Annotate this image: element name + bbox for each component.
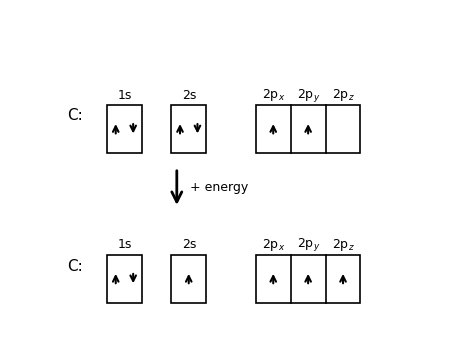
Bar (171, 255, 206, 303)
Bar (256, 255, 360, 303)
Bar (256, 105, 360, 153)
Bar (107, 255, 142, 303)
Text: + energy: + energy (190, 181, 248, 193)
Bar (107, 105, 142, 153)
Text: 2p$_x$: 2p$_x$ (262, 237, 285, 253)
Text: 2s: 2s (182, 238, 196, 251)
Text: 2s: 2s (182, 89, 196, 102)
Text: C:: C: (67, 260, 83, 275)
Text: 2p$_x$: 2p$_x$ (262, 87, 285, 103)
Text: 2p$_y$: 2p$_y$ (297, 86, 320, 104)
Text: C:: C: (67, 108, 83, 123)
Text: 2p$_z$: 2p$_z$ (332, 87, 355, 103)
Text: 1s: 1s (118, 238, 132, 251)
Text: 2p$_y$: 2p$_y$ (297, 236, 320, 253)
Text: 2p$_z$: 2p$_z$ (332, 237, 355, 253)
Bar (171, 105, 206, 153)
Text: 1s: 1s (118, 89, 132, 102)
